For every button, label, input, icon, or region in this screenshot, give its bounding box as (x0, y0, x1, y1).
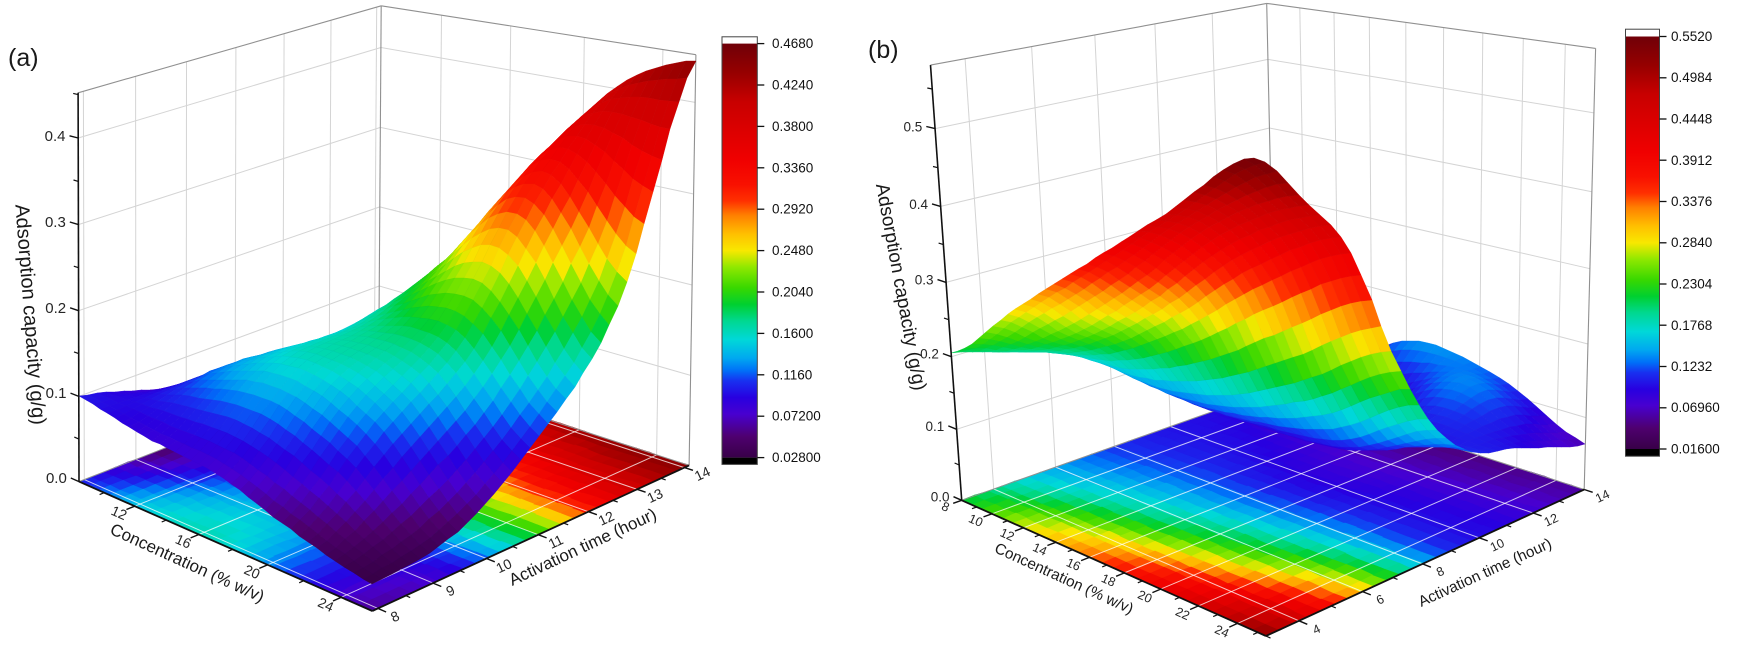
svg-text:(a): (a) (8, 44, 39, 72)
svg-text:10: 10 (493, 555, 514, 576)
svg-text:0.1600: 0.1600 (772, 326, 813, 341)
svg-text:0.1: 0.1 (926, 419, 945, 434)
svg-text:0.4680: 0.4680 (772, 36, 813, 51)
svg-text:12: 12 (998, 526, 1016, 544)
svg-text:0.2: 0.2 (45, 300, 66, 317)
svg-text:0.2040: 0.2040 (772, 285, 813, 300)
svg-text:0.2920: 0.2920 (772, 202, 813, 217)
svg-text:0.2840: 0.2840 (1671, 235, 1712, 250)
svg-text:10: 10 (966, 511, 984, 529)
svg-text:0.1768: 0.1768 (1671, 318, 1712, 333)
svg-text:14: 14 (1593, 487, 1612, 506)
svg-text:0.4: 0.4 (45, 128, 66, 145)
svg-text:12: 12 (596, 508, 617, 529)
svg-text:14: 14 (692, 463, 713, 484)
svg-text:24: 24 (316, 594, 337, 615)
svg-text:0.4: 0.4 (909, 197, 928, 212)
svg-text:0.3912: 0.3912 (1671, 153, 1712, 168)
svg-text:13: 13 (644, 485, 665, 506)
svg-text:0.1: 0.1 (46, 385, 67, 402)
svg-text:0.2: 0.2 (920, 347, 939, 362)
svg-text:12: 12 (109, 502, 130, 523)
svg-text:0.0: 0.0 (931, 490, 950, 505)
svg-text:0.5520: 0.5520 (1671, 29, 1712, 44)
svg-text:0.4448: 0.4448 (1671, 112, 1712, 127)
svg-text:0.1160: 0.1160 (772, 367, 812, 382)
svg-text:0.3: 0.3 (915, 273, 934, 288)
svg-text:0.01600: 0.01600 (1671, 442, 1720, 457)
svg-text:0.5: 0.5 (904, 120, 923, 135)
svg-text:10: 10 (1488, 536, 1507, 555)
svg-text:11: 11 (546, 531, 566, 552)
svg-text:0.3376: 0.3376 (1671, 194, 1712, 209)
svg-text:0.4240: 0.4240 (772, 78, 813, 93)
svg-text:18: 18 (1099, 571, 1117, 589)
svg-text:0.3360: 0.3360 (772, 160, 813, 175)
svg-text:14: 14 (1030, 540, 1048, 558)
svg-text:24: 24 (1213, 622, 1231, 640)
svg-text:0.0: 0.0 (46, 470, 67, 487)
svg-text:0.2480: 0.2480 (772, 243, 813, 258)
svg-text:0.3: 0.3 (45, 214, 66, 231)
svg-text:0.02800: 0.02800 (772, 450, 821, 465)
svg-text:0.06960: 0.06960 (1671, 400, 1720, 415)
svg-text:16: 16 (173, 531, 194, 552)
svg-text:20: 20 (1136, 588, 1154, 606)
svg-text:0.1232: 0.1232 (1671, 359, 1712, 374)
svg-text:16: 16 (1064, 555, 1082, 573)
svg-text:12: 12 (1542, 511, 1561, 530)
svg-text:0.2304: 0.2304 (1671, 277, 1713, 292)
svg-text:0.3800: 0.3800 (772, 119, 813, 134)
svg-text:0.4984: 0.4984 (1671, 70, 1713, 85)
svg-text:0.07200: 0.07200 (772, 409, 821, 424)
svg-text:(b): (b) (868, 36, 899, 64)
svg-text:22: 22 (1173, 605, 1191, 623)
svg-text:20: 20 (242, 561, 263, 582)
